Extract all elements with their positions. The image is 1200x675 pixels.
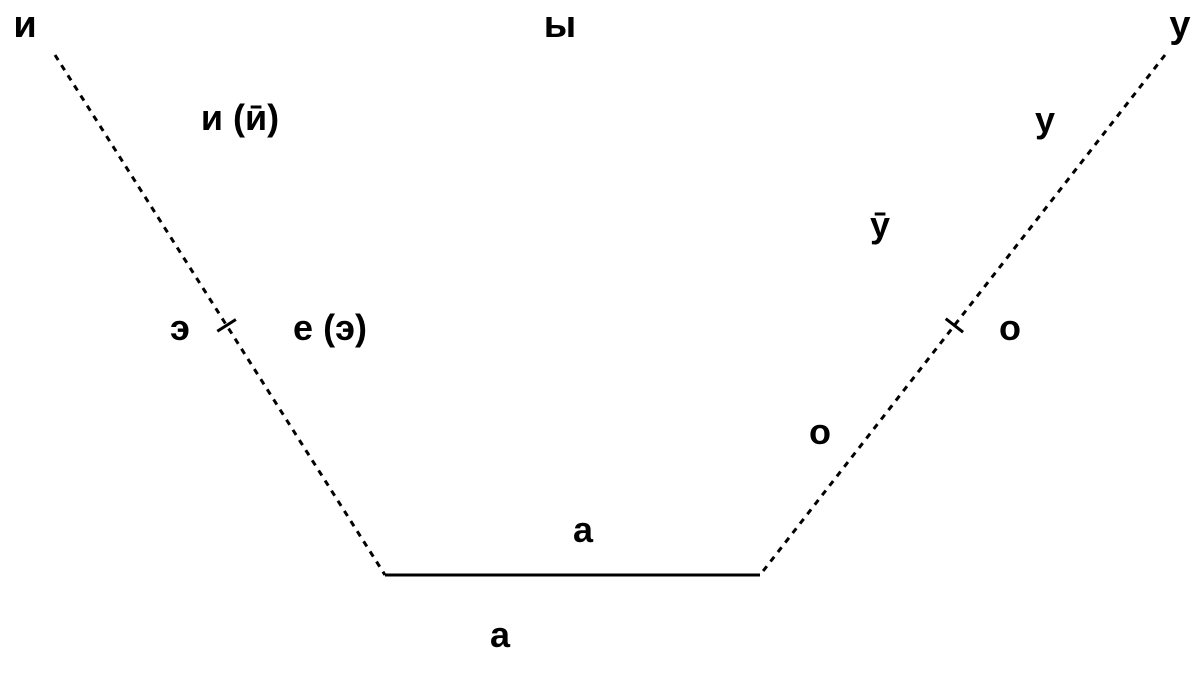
label-e-outer: э [170, 310, 190, 346]
label-a-inner: а [573, 512, 593, 548]
label-top-left: и [13, 6, 36, 44]
label-e-inner: е (э) [293, 310, 367, 346]
label-i-inner: и (ӣ) [201, 100, 279, 136]
label-o-inner: о [809, 414, 831, 450]
label-u-inner: у [1035, 102, 1055, 138]
label-a-outer: а [490, 617, 510, 653]
label-u-bar: ӯ [870, 207, 890, 243]
label-top-center: ы [544, 6, 576, 44]
label-top-right: у [1169, 6, 1190, 44]
label-o-outer: о [999, 310, 1021, 346]
vowel-diagram: и ы у и (ӣ) у ӯ э е (э) о о а а [0, 0, 1200, 675]
